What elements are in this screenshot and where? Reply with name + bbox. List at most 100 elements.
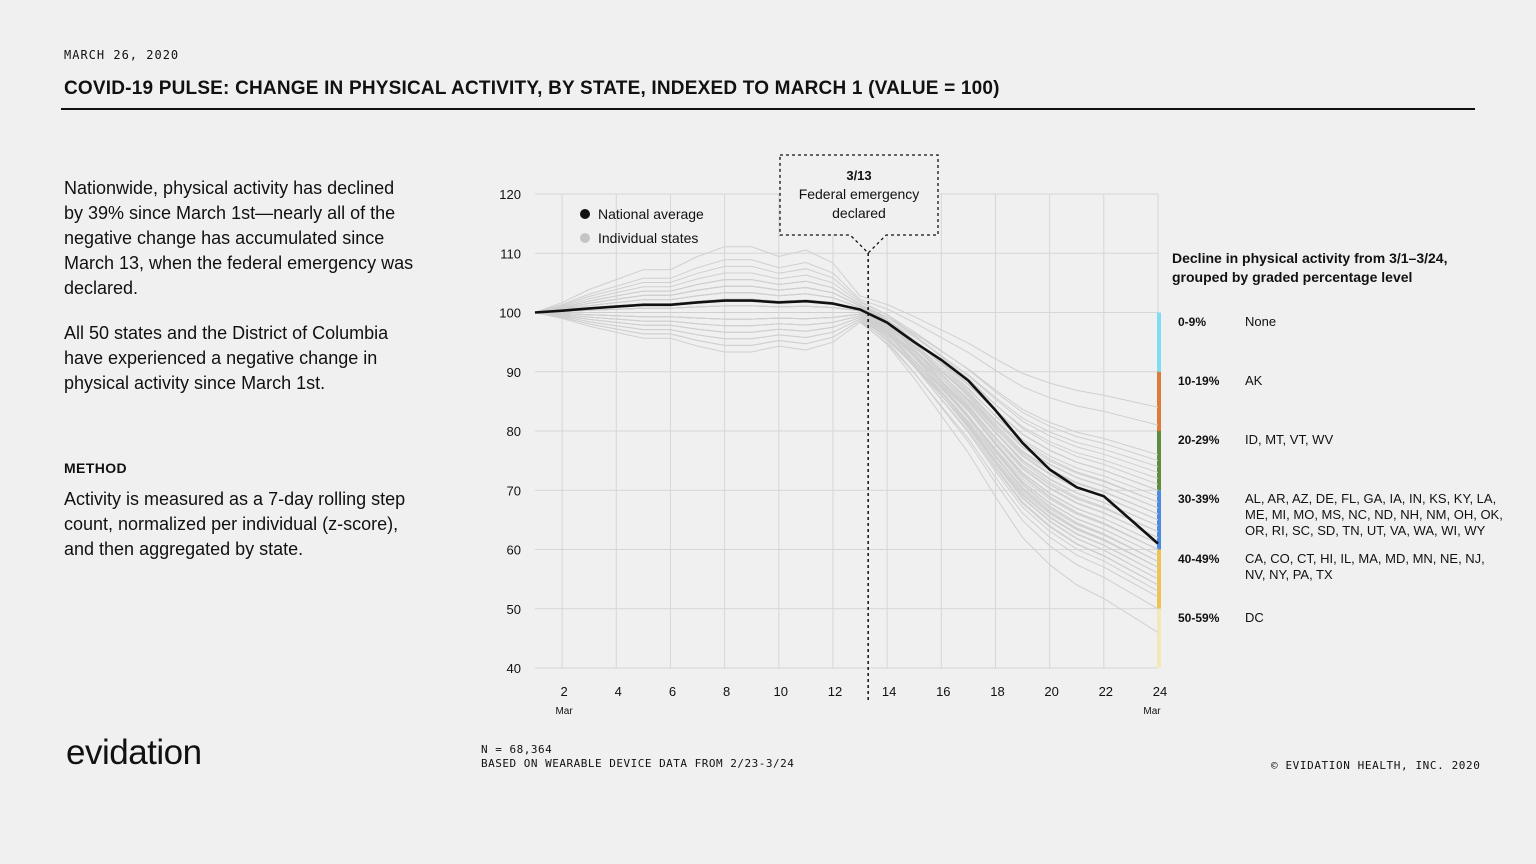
decline-group-range: 30-39%	[1178, 492, 1220, 507]
legend-states-marker	[580, 233, 590, 243]
legend-states-label: Individual states	[598, 230, 698, 246]
state-line	[534, 279, 1159, 533]
state-line	[534, 312, 1159, 633]
report-date: MARCH 26, 2020	[64, 48, 180, 62]
chart-footnote: N = 68,364 BASED ON WEARABLE DEVICE DATA…	[481, 743, 794, 771]
y-tick-label: 50	[507, 602, 521, 617]
state-line	[534, 312, 1159, 533]
decline-band-bar	[1157, 490, 1161, 550]
chart-legend: National average Individual states	[580, 206, 704, 246]
state-line	[534, 285, 1159, 521]
state-line	[535, 312, 1159, 556]
decline-group-states: AK	[1245, 372, 1263, 388]
decline-group-states: CA, CO, CT, HI, IL, MA, MD, MN, NE, NJ, …	[1245, 550, 1485, 582]
x-tick-label: 20	[1044, 684, 1058, 699]
evidation-logo: evidation	[66, 733, 202, 772]
state-line	[534, 312, 1159, 562]
data-source: BASED ON WEARABLE DEVICE DATA FROM 2/23-…	[481, 757, 795, 770]
decline-band-bar	[1157, 312, 1161, 372]
decline-group-range: 50-59%	[1178, 610, 1220, 625]
state-line	[534, 312, 1159, 568]
state-line	[535, 312, 1159, 574]
state-line	[534, 312, 1159, 592]
state-line	[534, 312, 1159, 586]
state-line	[534, 312, 1159, 574]
state-line	[534, 285, 1159, 491]
decline-groups-title: Decline in physical activity from 3/1–3/…	[1172, 250, 1448, 285]
decline-group-range: 10-19%	[1178, 373, 1220, 388]
state-line	[534, 312, 1159, 568]
copyright: © EVIDATION HEALTH, INC. 2020	[1271, 759, 1481, 772]
state-line	[534, 285, 1159, 456]
y-tick-label: 80	[507, 424, 521, 439]
decline-band-bar	[1157, 608, 1161, 668]
annotation-callout-box	[779, 154, 939, 254]
summary-paragraph-1: Nationwide, physical activity has declin…	[64, 178, 414, 298]
state-line	[534, 259, 1159, 426]
state-line	[534, 246, 1159, 408]
x-month-label: Mar	[1143, 706, 1161, 717]
method-heading: METHOD	[64, 460, 128, 476]
x-tick-label: 14	[882, 684, 896, 699]
legend-national-marker	[580, 209, 590, 219]
state-line	[534, 292, 1159, 562]
chart-grid	[535, 193, 1159, 669]
x-tick-label: 2	[560, 684, 567, 699]
decline-group-range: 20-29%	[1178, 433, 1220, 447]
y-tick-label: 120	[499, 187, 521, 202]
state-line	[534, 312, 1159, 580]
x-tick-label: 4	[615, 684, 622, 699]
state-line	[535, 312, 1159, 586]
y-tick-label: 70	[507, 483, 521, 498]
decline-group-range: 0-9%	[1178, 314, 1207, 329]
sample-size: N = 68,364	[481, 743, 553, 756]
x-tick-label: 22	[1099, 684, 1113, 699]
state-line	[535, 312, 1159, 539]
x-tick-label: 24	[1153, 684, 1167, 699]
title-divider	[61, 108, 1475, 110]
y-axis: 40 50 60 70 80 90 100 110 120	[499, 187, 521, 676]
decline-group-states: DC	[1245, 609, 1264, 625]
decline-bands	[1157, 312, 1161, 668]
summary-paragraph-2: All 50 states and the District of Columb…	[64, 323, 389, 393]
decline-band-bar	[1157, 371, 1161, 431]
state-line	[534, 305, 1159, 521]
x-tick-label: 16	[936, 684, 950, 699]
state-line	[535, 312, 1159, 527]
decline-group-range: 40-49%	[1178, 551, 1220, 566]
annotation-text-line2: declared	[832, 205, 886, 221]
y-tick-label: 110	[500, 246, 521, 261]
decline-band-bar	[1157, 431, 1161, 491]
y-tick-label: 100	[499, 306, 521, 321]
state-line	[534, 312, 1159, 550]
national-average-line	[534, 299, 1159, 545]
x-tick-label: 12	[828, 684, 842, 699]
state-line	[534, 312, 1159, 515]
y-tick-label: 40	[507, 661, 521, 676]
decline-group-states: None	[1245, 313, 1277, 329]
annotation-text-line1: Federal emergency	[799, 186, 920, 202]
decline-band-bar	[1157, 549, 1161, 609]
state-line	[534, 312, 1159, 556]
x-tick-label: 18	[990, 684, 1004, 699]
page-title: COVID-19 PULSE: CHANGE IN PHYSICAL ACTIV…	[64, 78, 1000, 99]
x-tick-label: 10	[774, 684, 788, 699]
x-tick-label: 8	[723, 684, 730, 699]
state-line	[534, 285, 1159, 491]
state-line	[534, 265, 1159, 485]
annotation-date: 3/13	[846, 168, 871, 183]
x-tick-label: 6	[669, 684, 676, 699]
state-line	[534, 272, 1159, 462]
method-paragraph: Activity is measured as a 7-day rolling …	[64, 489, 406, 559]
state-line	[535, 312, 1159, 503]
decline-group-states: AL, AR, AZ, DE, FL, GA, IA, IN, KS, KY, …	[1245, 491, 1503, 539]
state-line	[534, 312, 1159, 598]
state-line	[534, 312, 1159, 610]
x-month-label: Mar	[555, 706, 573, 717]
state-line	[534, 312, 1159, 533]
y-tick-label: 90	[507, 365, 521, 380]
national-line-group	[534, 299, 1159, 545]
legend-national-label: National average	[598, 206, 704, 222]
